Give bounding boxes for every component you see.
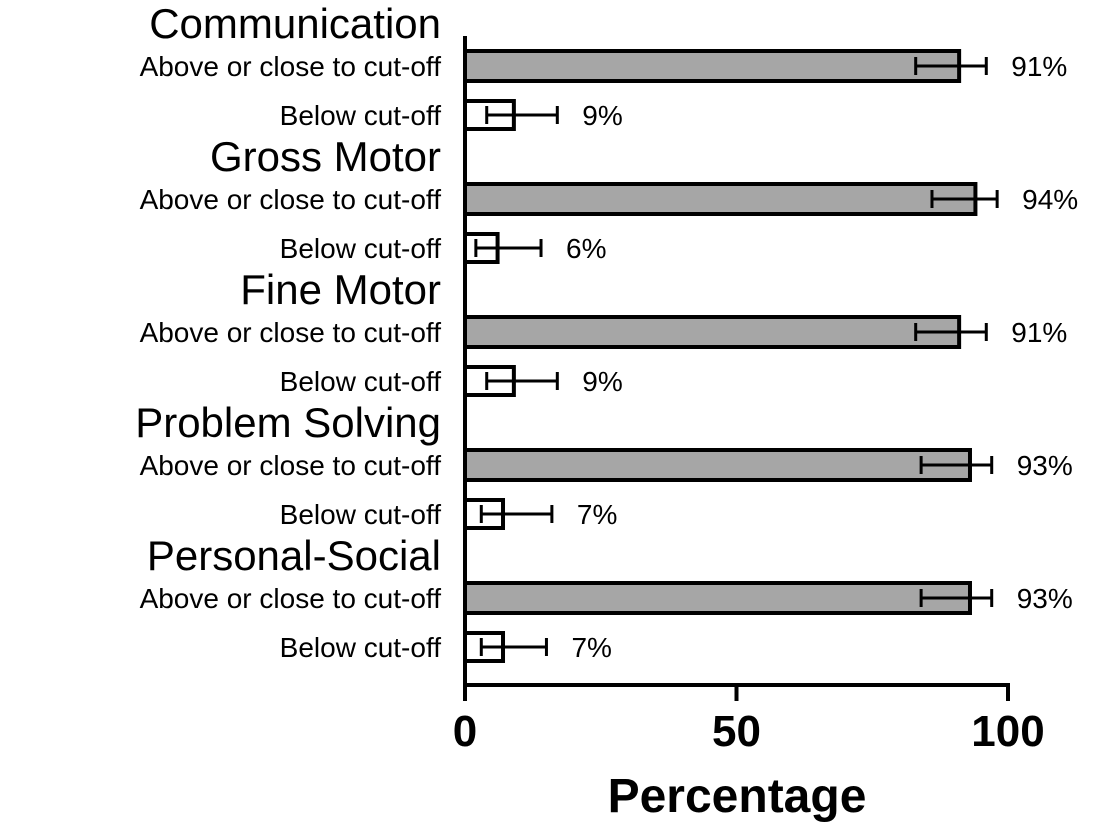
x-axis-title: Percentage <box>608 770 867 823</box>
data-label: 7% <box>571 632 611 663</box>
data-label: 9% <box>582 366 622 397</box>
category-label: Above or close to cut-off <box>140 317 442 348</box>
data-label: 91% <box>1011 317 1067 348</box>
x-tick-label: 100 <box>971 707 1044 756</box>
bar-above-cutoff <box>463 182 978 216</box>
bars-layer <box>463 49 999 663</box>
category-label: Below cut-off <box>280 632 442 663</box>
data-label: 6% <box>566 233 606 264</box>
data-label: 94% <box>1022 184 1078 215</box>
group-title: Problem Solving <box>135 399 441 446</box>
group-title: Communication <box>149 0 441 47</box>
group-title: Personal-Social <box>147 532 441 579</box>
bar-above-cutoff <box>463 581 972 615</box>
data-label: 9% <box>582 100 622 131</box>
category-label: Below cut-off <box>280 100 442 131</box>
category-label: Above or close to cut-off <box>140 184 442 215</box>
bar-above-cutoff <box>463 315 962 349</box>
category-label: Below cut-off <box>280 366 442 397</box>
data-label: 91% <box>1011 51 1067 82</box>
category-label: Below cut-off <box>280 233 442 264</box>
bar-above-cutoff <box>463 448 972 482</box>
group-title: Fine Motor <box>240 266 441 313</box>
group-title: Gross Motor <box>210 133 441 180</box>
category-label: Above or close to cut-off <box>140 450 442 481</box>
bar-above-cutoff <box>463 49 962 83</box>
category-label: Above or close to cut-off <box>140 51 442 82</box>
category-label: Below cut-off <box>280 499 442 530</box>
x-tick-label: 0 <box>453 707 477 756</box>
category-label: Above or close to cut-off <box>140 583 442 614</box>
data-label: 93% <box>1017 450 1073 481</box>
data-label: 7% <box>577 499 617 530</box>
data-label: 93% <box>1017 583 1073 614</box>
x-axis: 0 50 100 <box>453 36 1045 756</box>
x-tick-label: 50 <box>712 707 761 756</box>
labels-layer: Communication Above or close to cut-off 91… <box>135 0 1078 663</box>
